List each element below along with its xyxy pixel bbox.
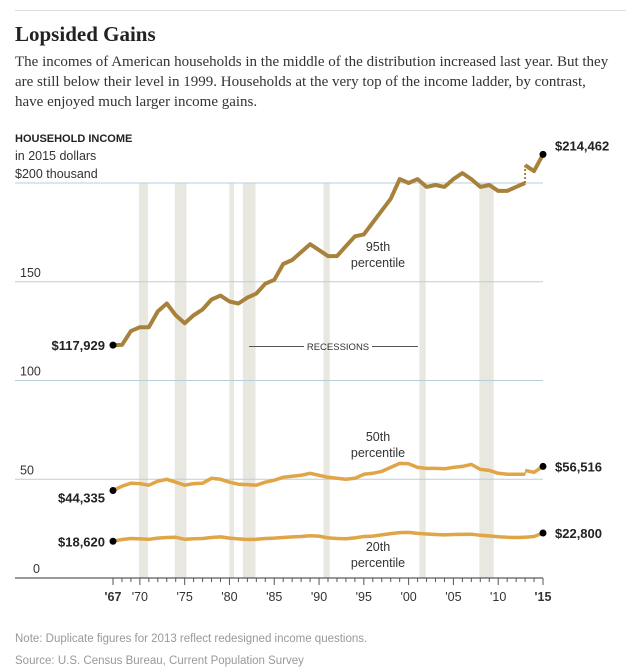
series-line [112, 461, 526, 493]
start-point [109, 341, 117, 349]
end-point [539, 150, 547, 158]
chart-description: The incomes of American households in th… [15, 54, 609, 110]
end-value-label: $214,462 [555, 138, 609, 153]
series-line [523, 153, 545, 174]
end-value-label: $22,800 [555, 526, 602, 541]
x-tick-label: '05 [445, 590, 461, 604]
y-tick-label: 0 [33, 562, 40, 576]
y-axis-subtitle: in 2015 dollars [15, 149, 96, 163]
end-value-label: $56,516 [555, 459, 602, 474]
x-tick-label: '15 [535, 590, 552, 604]
chart-title: Lopsided Gains [15, 22, 156, 46]
start-point [109, 487, 117, 495]
x-tick-label: '67 [105, 590, 122, 604]
start-point [109, 537, 117, 545]
series-line [524, 464, 544, 475]
series-line [112, 530, 526, 544]
x-tick-label: '75 [177, 590, 193, 604]
x-tick-label: '95 [356, 590, 372, 604]
x-tick-label: '00 [400, 590, 416, 604]
series-label: 20th [366, 540, 390, 554]
x-tick-label: '85 [266, 590, 282, 604]
x-tick-label: '80 [221, 590, 237, 604]
x-tick-label: '70 [132, 590, 148, 604]
y-tick-label: 50 [20, 463, 34, 477]
series-label: percentile [351, 446, 405, 460]
series-label: percentile [351, 256, 405, 270]
x-tick-label: '10 [490, 590, 506, 604]
series-line [112, 171, 526, 348]
source: Source: U.S. Census Bureau, Current Popu… [15, 655, 304, 667]
series-label: percentile [351, 556, 405, 570]
end-point [539, 462, 547, 470]
series-label: 50th [366, 430, 390, 444]
footnote: Note: Duplicate figures for 2013 reflect… [15, 633, 368, 645]
y-tick-label: $200 thousand [15, 167, 98, 181]
y-axis-title: HOUSEHOLD INCOME [15, 133, 132, 145]
recessions-label: RECESSIONS [307, 342, 369, 353]
end-point [539, 529, 547, 537]
y-tick-label: 100 [20, 365, 41, 379]
start-value-label: $44,335 [58, 491, 105, 506]
y-tick-label: 150 [20, 266, 41, 280]
start-value-label: $117,929 [51, 338, 105, 353]
series-label: 95th [366, 240, 390, 254]
x-tick-label: '90 [311, 590, 327, 604]
top-divider [15, 10, 626, 11]
start-value-label: $18,620 [58, 534, 105, 549]
